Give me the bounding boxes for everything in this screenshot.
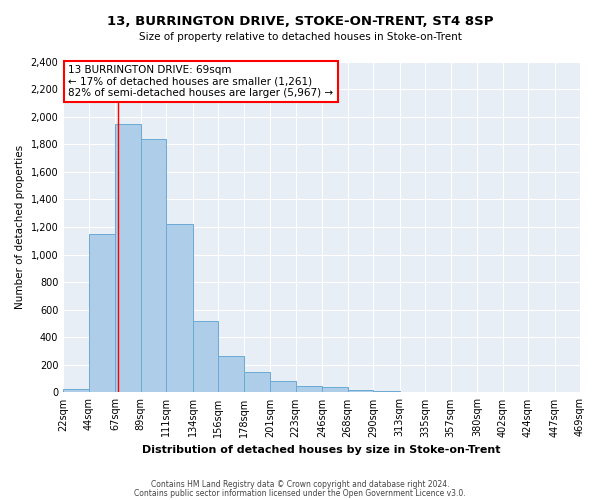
Y-axis label: Number of detached properties: Number of detached properties xyxy=(15,145,25,309)
Bar xyxy=(296,386,322,392)
Bar xyxy=(347,390,373,392)
Bar xyxy=(141,138,166,392)
Bar xyxy=(166,224,193,392)
Text: Contains HM Land Registry data © Crown copyright and database right 2024.: Contains HM Land Registry data © Crown c… xyxy=(151,480,449,489)
Text: 13, BURRINGTON DRIVE, STOKE-ON-TRENT, ST4 8SP: 13, BURRINGTON DRIVE, STOKE-ON-TRENT, ST… xyxy=(107,15,493,28)
Bar xyxy=(193,320,218,392)
Text: Contains public sector information licensed under the Open Government Licence v3: Contains public sector information licen… xyxy=(134,488,466,498)
Bar xyxy=(218,356,244,393)
Bar xyxy=(89,234,115,392)
Bar xyxy=(270,382,296,392)
Bar xyxy=(322,387,347,392)
Bar xyxy=(244,372,270,392)
Text: 13 BURRINGTON DRIVE: 69sqm
← 17% of detached houses are smaller (1,261)
82% of s: 13 BURRINGTON DRIVE: 69sqm ← 17% of deta… xyxy=(68,65,334,98)
Text: Size of property relative to detached houses in Stoke-on-Trent: Size of property relative to detached ho… xyxy=(139,32,461,42)
Bar xyxy=(115,124,141,392)
X-axis label: Distribution of detached houses by size in Stoke-on-Trent: Distribution of detached houses by size … xyxy=(142,445,501,455)
Bar xyxy=(63,389,89,392)
